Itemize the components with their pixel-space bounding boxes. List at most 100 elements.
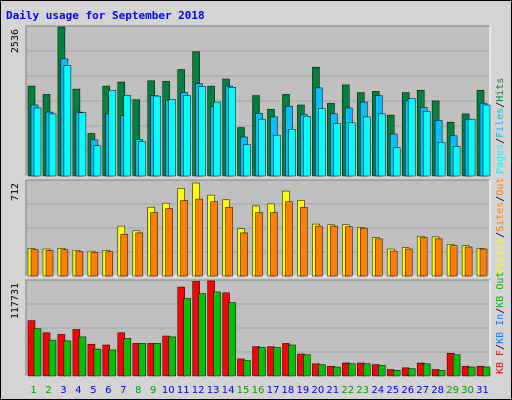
panel-2-bar-sites-day-12	[195, 198, 203, 277]
x-tick-label-day-17: 17	[267, 385, 280, 396]
panel-1-bar-pages-day-18	[288, 129, 296, 177]
panel-1-bar-pages-day-25	[392, 147, 401, 177]
x-tick-label-day-24: 24	[371, 385, 384, 396]
panel-2-max-label: 712	[10, 183, 21, 201]
panel-2-bar-sites-day-11	[180, 200, 188, 277]
x-tick-label-day-19: 19	[297, 385, 310, 396]
x-tick-label-day-31: 31	[476, 385, 489, 396]
panel-1-legend-entry: Pages	[495, 144, 506, 174]
panel-1-bar-pages-day-30	[467, 118, 476, 177]
panel-1-bar-pages-day-12	[198, 86, 206, 177]
panel-3-bevel-dark	[25, 279, 490, 376]
panel-3-bar-kb-out-day-29	[452, 354, 461, 377]
panel-2-bar-sites-day-10	[165, 208, 173, 277]
panel-3-bar-kb-out-day-13	[213, 291, 221, 377]
panel-2-bar-sites-day-14	[225, 206, 233, 277]
panel-1-bar-pages-day-22	[348, 122, 356, 177]
panel-2-legend-entry: /	[495, 232, 506, 238]
x-tick-label-day-9: 9	[150, 385, 156, 396]
panel-2-bar-sites-day-8	[135, 232, 144, 277]
panel-1-bar-pages-day-13	[213, 101, 221, 177]
panel-3-bar-kb-out-day-12	[198, 293, 206, 377]
panel-3-bar-kb-out-day-14	[228, 302, 236, 377]
panel-2-legend: Visits/Sites/Out	[495, 178, 506, 274]
panel-1-bar-pages-day-2	[48, 113, 57, 177]
panel-1-bar-pages-day-4	[78, 112, 87, 177]
panel-1-legend-entry: /	[495, 138, 506, 144]
panel-3-bar-kb-out-day-19	[303, 354, 311, 377]
panel-3-bar-kb-out-day-21	[333, 366, 341, 377]
panel-1-bar-pages-day-31	[482, 104, 491, 177]
panel-1-bar-pages-day-19	[303, 116, 311, 177]
x-tick-label-day-10: 10	[162, 385, 175, 396]
panel-3-bar-kb-out-day-27	[422, 363, 431, 377]
panel-3-bar-kb-out-day-31	[482, 366, 491, 377]
panel-1-bar-pages-day-6	[108, 89, 117, 177]
panel-1-bar-pages-day-1	[33, 107, 42, 177]
panel-3-legend: KB F/KB In/KB Out	[495, 272, 506, 374]
x-tick-label-day-26: 26	[401, 385, 414, 396]
panel-1-bar-pages-day-5	[93, 145, 102, 177]
x-tick-label-day-13: 13	[207, 385, 220, 396]
panel-3-max-label: 117731	[10, 283, 21, 319]
x-tick-label-day-2: 2	[45, 385, 51, 396]
panel-3-legend-entry: KB Out	[495, 272, 506, 308]
panel-2-bar-sites-day-3	[60, 249, 69, 277]
panel-1-legend-entry: Files	[495, 108, 506, 138]
x-tick-label-day-21: 21	[326, 385, 339, 396]
panel-3-legend-entry: /	[495, 308, 506, 314]
panel-2-bar-sites-day-4	[75, 251, 84, 277]
panel-3-bar-kb-out-day-25	[392, 370, 401, 377]
panel-1-bar-pages-day-21	[333, 123, 341, 177]
panel-3-bar-kb-out-day-18	[288, 344, 296, 377]
panel-1-bar-pages-day-10	[168, 99, 176, 177]
panel-1-bar-pages-day-15	[243, 144, 251, 177]
panel-3-bar-kb-out-day-30	[467, 366, 476, 377]
panel-1-bar-pages-day-27	[422, 111, 431, 177]
panel-1-bar-pages-day-17	[273, 134, 281, 177]
panel-1-bar-pages-day-24	[378, 113, 386, 177]
panel-3-bar-kb-out-day-2	[48, 339, 57, 377]
panel-2-bar-sites-day-31	[479, 248, 488, 277]
panel-2-bar-sites-day-13	[210, 201, 218, 277]
panel-1-bar-pages-day-14	[228, 87, 236, 177]
panel-2-bar-sites-day-27	[419, 237, 428, 277]
panel-2-bar-sites-day-29	[449, 245, 458, 277]
panel-3-bar-kb-out-day-28	[437, 370, 446, 377]
x-tick-label-day-5: 5	[90, 385, 96, 396]
panel-2-bar-sites-day-21	[330, 225, 338, 277]
x-tick-label-day-6: 6	[105, 385, 111, 396]
panel-3-bar-kb-out-day-8	[138, 343, 147, 377]
panel-2-bar-sites-day-15	[240, 232, 248, 277]
panel-3-bar-kb-out-day-4	[78, 336, 87, 377]
panel-2-legend-entry: Out	[495, 178, 506, 196]
x-tick-label-day-30: 30	[461, 385, 474, 396]
panel-1-bar-pages-day-3	[63, 65, 72, 177]
panel-2-bar-sites-day-1	[30, 249, 39, 277]
x-tick-label-day-22: 22	[341, 385, 354, 396]
panel-2-bar-sites-day-7	[120, 233, 129, 277]
panel-2-bar-sites-day-5	[90, 252, 99, 277]
panel-3-legend-entry: /	[495, 344, 506, 350]
panel-3-bar-kb-out-day-3	[63, 340, 72, 377]
panel-2-bar-sites-day-9	[150, 212, 158, 277]
panel-1-bar-pages-day-20	[318, 108, 326, 177]
panel-2-bevel-dark	[25, 179, 490, 276]
panel-2-bar-sites-day-2	[45, 250, 54, 277]
panel-1-legend-entry: /	[495, 102, 506, 108]
panel-1-legend: Pages/Files/Hits	[495, 78, 506, 174]
panel-3-bar-kb-out-day-22	[348, 363, 356, 377]
x-tick-label-day-25: 25	[386, 385, 399, 396]
panel-1-bar-pages-day-11	[183, 95, 191, 177]
x-tick-label-day-29: 29	[446, 385, 459, 396]
panel-3-bar-kb-out-day-11	[183, 298, 191, 377]
panel-2-bar-sites-day-19	[300, 206, 308, 277]
panel-1-bar-pages-day-29	[452, 146, 461, 177]
x-tick-label-day-28: 28	[431, 385, 444, 396]
panel-1-bar-pages-day-8	[138, 141, 147, 177]
panel-1-legend-entry: Hits	[495, 78, 506, 102]
x-tick-label-day-3: 3	[60, 385, 66, 396]
x-tick-label-day-16: 16	[252, 385, 265, 396]
